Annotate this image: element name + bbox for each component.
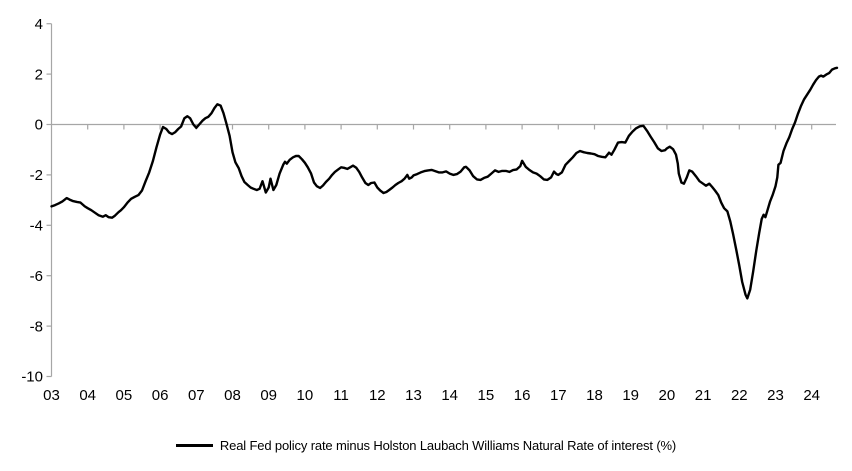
y-axis (46, 23, 53, 378)
y-tick-label: -2 (30, 167, 43, 184)
x-tick-label: 17 (550, 387, 567, 404)
y-tick-label: 2 (35, 66, 43, 83)
x-tick-label: 12 (369, 387, 386, 404)
x-tick-label: 16 (514, 387, 531, 404)
x-tick-label: 23 (767, 387, 784, 404)
x-tick-label: 04 (79, 387, 96, 404)
y-tick-label: 4 (35, 16, 43, 33)
x-tick-label: 20 (659, 387, 676, 404)
y-axis-tick-labels: 4 2 0 -2 -4 -6 -8 -10 (21, 16, 43, 386)
x-tick-label: 19 (622, 387, 639, 404)
x-tick-label: 21 (695, 387, 712, 404)
x-tick-label: 22 (731, 387, 748, 404)
x-tick-label: 11 (333, 387, 349, 404)
x-tick-label: 07 (188, 387, 205, 404)
x-tick-label: 18 (586, 387, 603, 404)
x-tick-label: 24 (803, 387, 820, 404)
x-tick-label: 14 (441, 387, 458, 404)
x-tick-label: 06 (152, 387, 169, 404)
series-line (50, 66, 839, 300)
y-tick-label: 0 (35, 117, 43, 134)
y-tick-label: -6 (30, 268, 43, 285)
x-tick-label: 05 (116, 387, 133, 404)
x-axis-zero-line (51, 123, 836, 130)
y-tick-label: -4 (30, 218, 43, 235)
x-tick-label: 10 (297, 387, 314, 404)
legend-label: Real Fed policy rate minus Holston Lauba… (219, 438, 677, 453)
y-tick-label: -8 (30, 318, 43, 335)
x-tick-label: 08 (224, 387, 241, 404)
x-tick-label: 15 (478, 387, 495, 404)
y-tick-label: -10 (21, 369, 43, 386)
x-tick-label: 03 (43, 387, 60, 404)
legend-line-marker (175, 444, 213, 447)
x-axis-tick-labels: 03 04 05 06 07 08 09 10 11 12 13 14 15 16 17 18 19 20 21 22… (43, 387, 820, 404)
x-tick-label: 13 (405, 387, 422, 404)
legend: Real Fed policy rate minus Holston Lauba… (0, 438, 852, 453)
x-tick-label: 09 (260, 387, 277, 404)
